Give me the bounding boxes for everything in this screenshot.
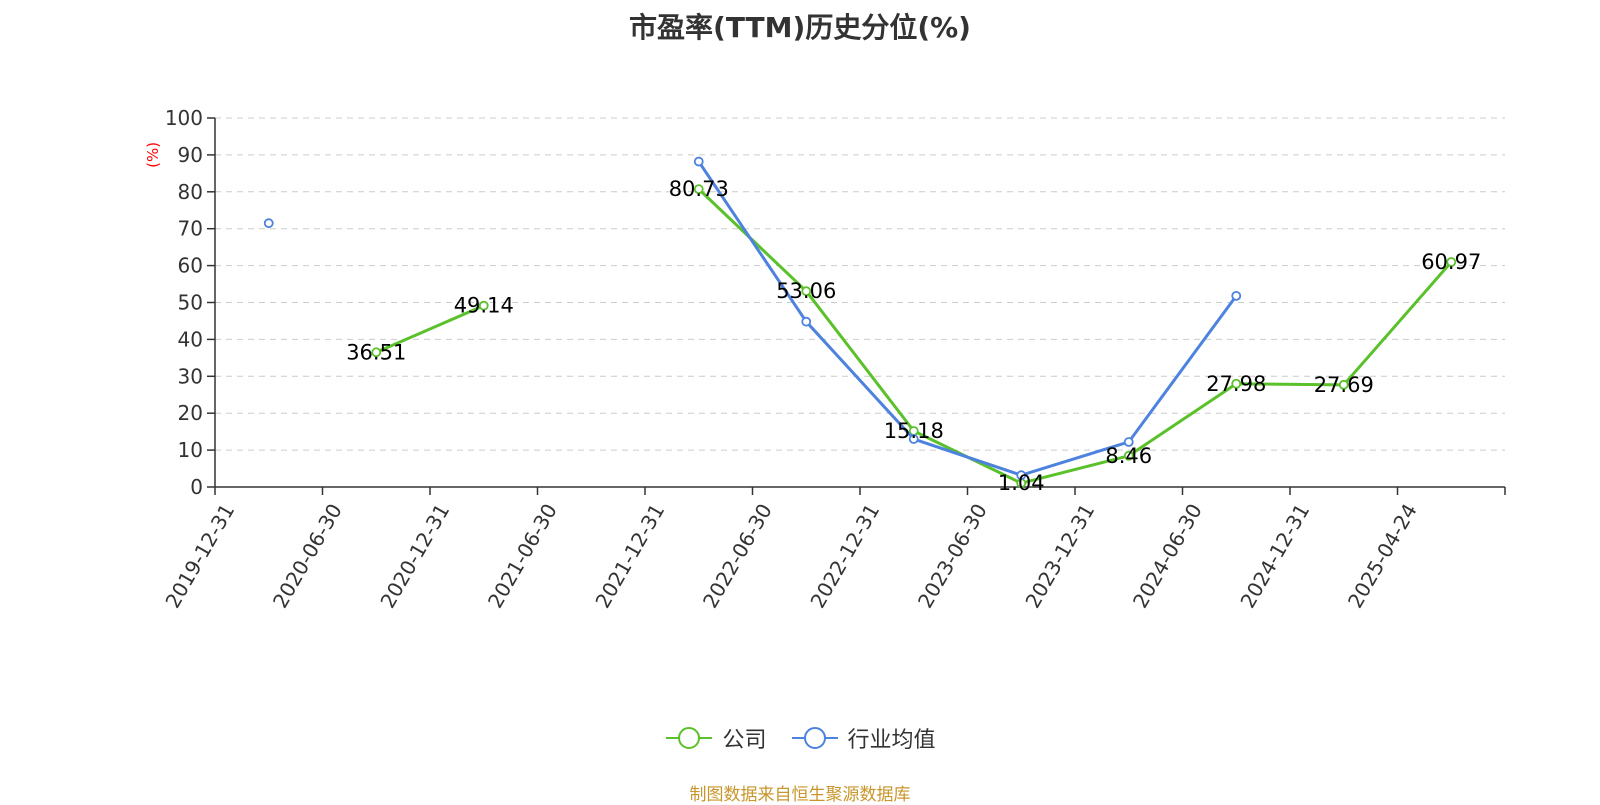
legend-item-company[interactable]: 公司 <box>664 722 767 754</box>
chart-title: 市盈率(TTM)历史分位(%) <box>629 11 971 44</box>
y-tick-label: 20 <box>178 401 203 425</box>
legend: 公司 行业均值 <box>0 722 1600 758</box>
y-tick-label: 60 <box>178 254 203 278</box>
x-tick-label: 2021-06-30 <box>483 500 562 613</box>
data-point <box>801 316 812 327</box>
legend-item-industry-average[interactable]: 行业均值 <box>790 722 936 754</box>
data-point <box>908 434 919 444</box>
data-point <box>801 286 812 297</box>
data-label: 27.98 <box>1206 372 1266 396</box>
data-labels: 36.51 49.14 80.73 53.06 15.18 1.04 8.46 27.98 27… <box>346 177 1481 495</box>
series-line-segment <box>375 304 485 354</box>
data-point <box>693 184 704 195</box>
data-point <box>1123 450 1134 461</box>
data-label: 1.04 <box>998 471 1045 495</box>
x-tick-label: 2025-04-24 <box>1343 500 1422 613</box>
series-line-segment <box>697 160 1238 477</box>
grid-lines <box>215 117 1505 451</box>
legend-label-industry-average: 行业均值 <box>847 728 936 753</box>
series-lines <box>263 156 1457 489</box>
y-axis-unit-label: (%) <box>144 142 162 168</box>
data-point <box>1338 379 1349 390</box>
data-point <box>1231 290 1242 301</box>
x-tick-label: 2022-06-30 <box>698 500 777 613</box>
x-tick-label: 2021-12-31 <box>590 500 669 613</box>
x-tick-label: 2022-12-31 <box>805 500 884 613</box>
series-industry-average <box>263 156 1242 481</box>
legend-line-circle-icon <box>791 727 838 749</box>
data-label: 36.51 <box>346 340 406 364</box>
data-point <box>1231 378 1242 389</box>
data-point <box>478 300 489 311</box>
legend-line-circle-icon <box>666 727 713 749</box>
data-point <box>1123 437 1134 447</box>
x-tick-label: 2019-12-31 <box>160 500 239 613</box>
y-tick-label: 80 <box>178 180 203 204</box>
data-label: 53.06 <box>776 279 836 303</box>
data-point <box>1016 470 1027 481</box>
x-tick-label: 2020-12-31 <box>375 500 454 613</box>
x-tick-label: 2023-06-30 <box>913 500 992 613</box>
series-company <box>371 184 1457 489</box>
y-tick-label: 90 <box>178 143 203 167</box>
y-tick-label: 50 <box>178 291 203 315</box>
data-point <box>263 218 274 229</box>
y-tick-label: 0 <box>190 475 203 499</box>
y-tick-label: 70 <box>178 217 203 241</box>
legend-label-company: 公司 <box>722 728 767 753</box>
data-point <box>693 156 704 167</box>
data-label: 60.97 <box>1421 250 1481 274</box>
data-label: 80.73 <box>669 177 729 201</box>
x-tick-label: 2020-06-30 <box>268 500 347 613</box>
y-tick-label: 100 <box>165 106 203 130</box>
data-label: 27.69 <box>1314 373 1374 397</box>
series-line-segment <box>697 188 1453 485</box>
y-tick-label: 30 <box>178 364 203 388</box>
y-tick-label: 10 <box>178 438 203 462</box>
x-tick-label: 2024-12-31 <box>1235 500 1314 613</box>
data-label: 49.14 <box>454 294 514 318</box>
data-label: 15.18 <box>884 419 944 443</box>
source-note: 制图数据来自恒生聚源数据库 <box>689 785 911 805</box>
data-label: 8.46 <box>1105 444 1152 468</box>
data-point <box>1446 257 1457 267</box>
y-tick-label: 40 <box>178 327 203 351</box>
data-point <box>371 347 382 358</box>
x-tick-label: 2024-06-30 <box>1128 500 1207 613</box>
x-tick-label: 2023-12-31 <box>1020 500 1099 613</box>
